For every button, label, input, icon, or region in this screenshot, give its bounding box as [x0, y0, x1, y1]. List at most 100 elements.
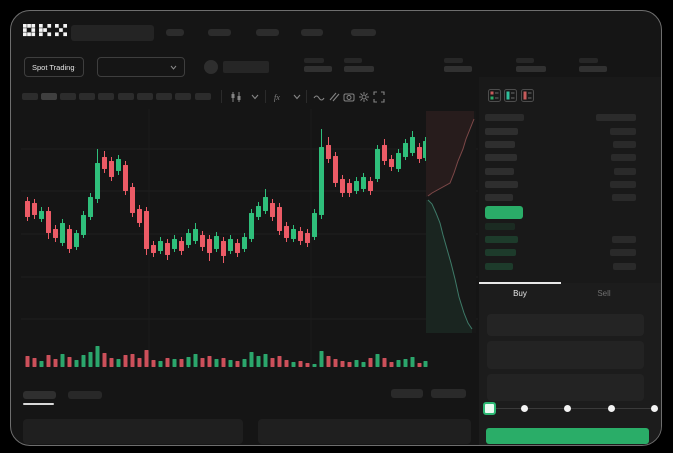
candles-icon[interactable] [230, 91, 242, 103]
ob-ask-price[interactable] [485, 168, 514, 175]
timeframe-pill[interactable] [137, 93, 153, 100]
volume-bar [74, 360, 79, 367]
candle-body [46, 211, 51, 233]
volume-bar [235, 361, 240, 367]
ob-ask-amount [610, 181, 636, 188]
bottom-tab-action[interactable] [391, 389, 423, 398]
amount-input[interactable] [487, 341, 644, 369]
tab-buy[interactable]: Buy [479, 289, 561, 309]
volume-bar [179, 359, 184, 367]
book-bids-icon[interactable] [504, 89, 517, 102]
candle-body [277, 207, 282, 231]
candle-body [389, 159, 394, 167]
nav-item-placeholder[interactable] [166, 29, 184, 36]
volume-bar [284, 360, 289, 367]
ob-ask-price[interactable] [485, 194, 513, 201]
nav-item-placeholder[interactable] [351, 29, 376, 36]
stat-value-placeholder [579, 66, 607, 72]
candle-body [270, 203, 275, 217]
nav-item-placeholder[interactable] [208, 29, 231, 36]
volume-bar [291, 362, 296, 367]
ob-bid-price[interactable] [485, 249, 516, 256]
nav-item-placeholder[interactable] [256, 29, 279, 36]
timeframe-pill[interactable] [118, 93, 134, 100]
ob-bid-price[interactable] [485, 263, 513, 270]
percent-slider-handle[interactable] [483, 402, 496, 415]
volume-bar [312, 364, 317, 367]
book-asks-icon[interactable] [521, 89, 534, 102]
volume-bar [410, 357, 415, 367]
timeframe-pill[interactable] [195, 93, 211, 100]
price-input[interactable] [487, 314, 644, 336]
search-input[interactable] [71, 25, 154, 41]
candle-body [116, 159, 121, 171]
candle-body [32, 203, 37, 215]
line-tools-icon[interactable] [313, 91, 325, 103]
market-type-dropdown[interactable]: Spot Trading [24, 57, 84, 77]
nav-item-placeholder[interactable] [301, 29, 323, 36]
last-price-bar[interactable] [485, 206, 523, 219]
stat-label-placeholder [304, 58, 324, 63]
volume-bar [270, 358, 275, 367]
candle-body [235, 243, 240, 253]
indicators-icon[interactable]: fx [273, 91, 285, 103]
candle-body [228, 239, 233, 251]
ob-ask-price[interactable] [485, 128, 518, 135]
bottom-tab-action[interactable] [431, 389, 466, 398]
candle-body [382, 145, 387, 161]
volume-bar [46, 355, 51, 367]
candle-body [207, 239, 212, 253]
volume-bar [116, 359, 121, 367]
volume-bar [193, 354, 198, 367]
candle-body [242, 237, 247, 249]
ob-bid-price[interactable] [485, 236, 518, 243]
camera-icon[interactable] [343, 91, 355, 103]
chevron-down-icon [74, 66, 76, 68]
candle-body [284, 226, 289, 238]
tab-sell[interactable]: Sell [561, 289, 647, 309]
timeframe-pill[interactable] [41, 93, 57, 100]
volume-bar [375, 354, 380, 367]
draw-icon[interactable] [328, 91, 340, 103]
volume-bar [109, 358, 114, 367]
timeframe-pill[interactable] [175, 93, 191, 100]
bottom-tab[interactable] [23, 391, 56, 399]
ob-bid-price[interactable] [485, 223, 515, 230]
volume-bar [333, 359, 338, 367]
timeframe-pill[interactable] [79, 93, 95, 100]
settings-icon[interactable] [358, 91, 370, 103]
pair-dropdown[interactable] [97, 57, 185, 77]
chevron-down-icon [170, 65, 177, 70]
depth-ask-area [426, 111, 474, 197]
fullscreen-icon[interactable] [373, 91, 385, 103]
timeframe-pill[interactable] [98, 93, 114, 100]
candle-body [81, 215, 86, 235]
candle-body [256, 206, 261, 217]
percent-slider-track[interactable] [489, 407, 657, 409]
volume-bar [186, 357, 191, 367]
price-chart[interactable] [21, 109, 478, 379]
buy-submit-button[interactable] [486, 428, 649, 444]
slider-dot[interactable] [650, 404, 658, 412]
ob-ask-price[interactable] [485, 181, 518, 188]
book-both-icon[interactable] [488, 89, 501, 102]
ob-ask-amount [610, 128, 636, 135]
chevron-down-icon[interactable] [293, 94, 301, 100]
candle-body [95, 163, 100, 199]
timeframe-pill[interactable] [60, 93, 76, 100]
bottom-tab[interactable] [68, 391, 102, 399]
timeframe-pill[interactable] [22, 93, 38, 100]
ob-ask-price[interactable] [485, 141, 515, 148]
slider-dot[interactable] [607, 404, 615, 412]
timeframe-pill[interactable] [156, 93, 172, 100]
volume-bar [88, 352, 93, 367]
candle-body [354, 181, 359, 191]
chevron-down-icon[interactable] [251, 94, 259, 100]
total-input[interactable] [487, 374, 644, 401]
ob-ask-price[interactable] [485, 154, 517, 161]
volume-bar [130, 354, 135, 367]
slider-dot[interactable] [520, 404, 528, 412]
volume-bar [81, 355, 86, 367]
slider-dot[interactable] [563, 404, 571, 412]
candle-body [88, 197, 93, 217]
